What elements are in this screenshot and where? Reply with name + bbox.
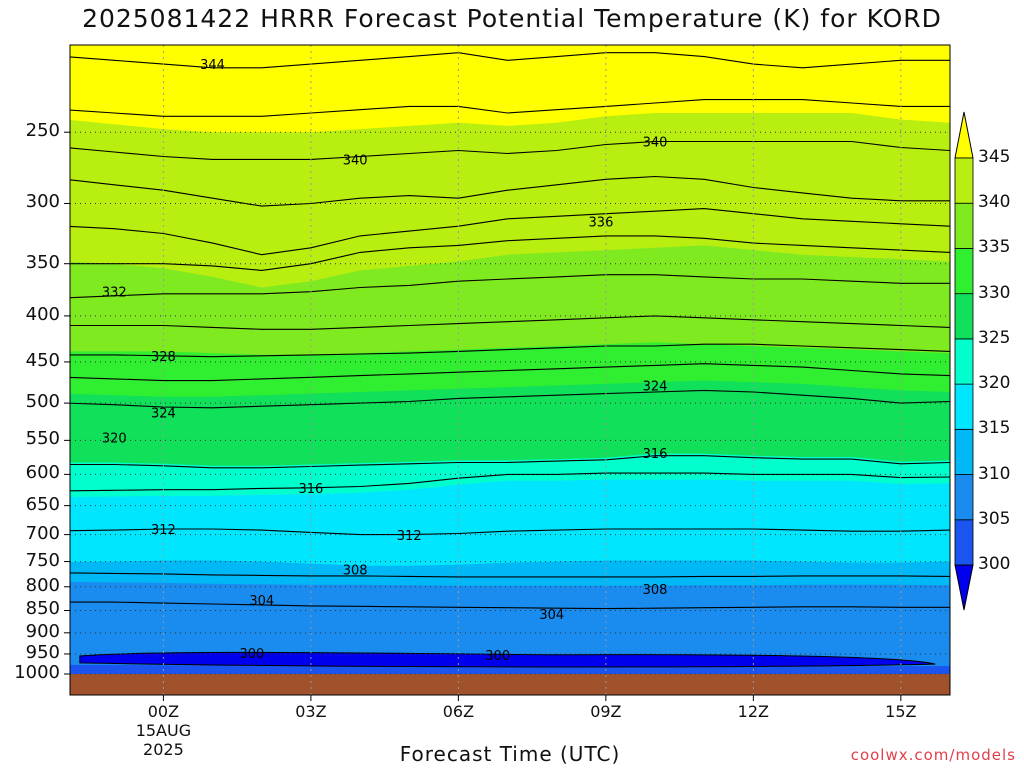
- colorbar-label-330: 330: [978, 282, 1011, 303]
- x-tick-label-6: 06Z: [442, 702, 475, 721]
- source-credit[interactable]: coolwx.com/models: [850, 746, 1016, 764]
- y-tick-label-300: 300: [25, 191, 60, 213]
- y-tick-label-1000: 1000: [14, 662, 60, 683]
- x-axis-label: Forecast Time (UTC): [399, 742, 621, 766]
- contour-label-316-1: 316: [643, 447, 668, 462]
- colorbar-label-335: 335: [978, 237, 1011, 258]
- colorbar-swatch-305: [954, 474, 974, 521]
- contour-332: [70, 274, 950, 299]
- colorbar-swatch-300: [954, 519, 974, 566]
- contour-label-324-1: 324: [643, 380, 668, 395]
- contour-342: [70, 99, 950, 117]
- contour-338: [70, 175, 950, 207]
- contour-328: [70, 343, 950, 358]
- colorbar-swatch-330: [954, 248, 974, 295]
- colorbar-label-310: 310: [978, 463, 1011, 484]
- colorbar-label-300: 300: [978, 554, 1011, 574]
- colorbar-label-305: 305: [978, 508, 1011, 529]
- contour-340: [70, 140, 950, 160]
- colorbar-swatch-320: [954, 338, 974, 385]
- y-tick-label-600: 600: [25, 462, 60, 484]
- colorbar-swatch-325: [954, 293, 974, 340]
- contour-label-300-1: 300: [485, 649, 510, 664]
- y-tick-label-400: 400: [25, 303, 60, 325]
- y-tick-label-950: 950: [25, 641, 60, 663]
- x-tick-label-12: 12Z: [737, 702, 769, 721]
- band-below-300: [79, 651, 936, 668]
- plot-frame: [69, 44, 951, 696]
- contour-label-300-0: 300: [239, 647, 264, 662]
- y-tick-label-700: 700: [25, 522, 60, 544]
- x-tick-label-15: 15Z: [885, 702, 917, 721]
- colorbar-label-325: 325: [978, 327, 1011, 348]
- ground-below-surface: [70, 674, 950, 695]
- contour-label-340-1: 340: [643, 135, 668, 150]
- contour-label-328-0: 328: [151, 350, 176, 365]
- y-tick-label-800: 800: [25, 574, 60, 596]
- contour-308: [70, 572, 950, 578]
- contour-330: [70, 315, 950, 330]
- y-tick-label-750: 750: [25, 549, 60, 571]
- contour-320: [70, 455, 950, 469]
- x-tick-label-9: 09Z: [590, 702, 622, 721]
- colorbar-top-arrow: [954, 111, 974, 159]
- y-tick-label-350: 350: [25, 251, 60, 273]
- contour-326: [70, 363, 950, 382]
- y-tick-label-500: 500: [25, 391, 60, 413]
- colorbar: [954, 111, 974, 611]
- contour-334: [70, 235, 950, 271]
- contour-label-324-0: 324: [151, 406, 176, 421]
- y-tick-label-850: 850: [25, 598, 60, 620]
- colorbar-swatch-340: [954, 157, 974, 204]
- colorbar-label-315: 315: [978, 418, 1011, 439]
- filled-contour-bands: [70, 45, 950, 695]
- contour-label-320-0: 320: [102, 432, 127, 447]
- colorbar-label-320: 320: [978, 373, 1011, 394]
- colorbar-swatch-315: [954, 383, 974, 430]
- contour-304: [70, 601, 950, 610]
- y-tick-label-250: 250: [25, 120, 60, 142]
- chart-title: 2025081422 HRRR Forecast Potential Tempe…: [82, 4, 942, 33]
- contour-label-344-0: 344: [200, 58, 225, 73]
- grid-lines: [64, 45, 950, 701]
- colorbar-swatch-335: [954, 202, 974, 249]
- colorbar-label-340: 340: [978, 192, 1011, 213]
- contour-label-336-0: 336: [589, 215, 614, 230]
- contour-label-312-1: 312: [397, 529, 422, 544]
- y-tick-label-650: 650: [25, 493, 60, 515]
- colorbar-swatch-310: [954, 428, 974, 475]
- contour-label-304-1: 304: [539, 608, 564, 623]
- contour-label-332-0: 332: [102, 286, 127, 301]
- contour-label-304-0: 304: [249, 594, 274, 609]
- x-tick-label-0: 00Z 15AUG 2025: [135, 702, 192, 759]
- contour-labels: 300 300 304 304 308 308 312 312 316 316 320 324 324 3…: [102, 58, 668, 664]
- y-tick-label-450: 450: [25, 349, 60, 371]
- y-tick-label-550: 550: [25, 428, 60, 450]
- contour-label-308-0: 308: [343, 563, 368, 578]
- contour-label-308-1: 308: [643, 583, 668, 598]
- contour-312: [70, 528, 950, 536]
- colorbar-label-345: 345: [978, 147, 1011, 167]
- contour-label-312-0: 312: [151, 523, 176, 538]
- y-tick-label-900: 900: [25, 620, 60, 642]
- contour-324: [70, 389, 950, 409]
- contour-lines: [70, 52, 950, 610]
- contour-316: [70, 472, 950, 492]
- contour-344: [70, 52, 950, 69]
- contour-label-340-0: 340: [343, 153, 368, 168]
- colorbar-bottom-arrow: [954, 564, 974, 611]
- contour-label-316-0: 316: [298, 482, 323, 497]
- contour-336: [70, 208, 950, 256]
- x-tick-label-3: 03Z: [295, 702, 327, 721]
